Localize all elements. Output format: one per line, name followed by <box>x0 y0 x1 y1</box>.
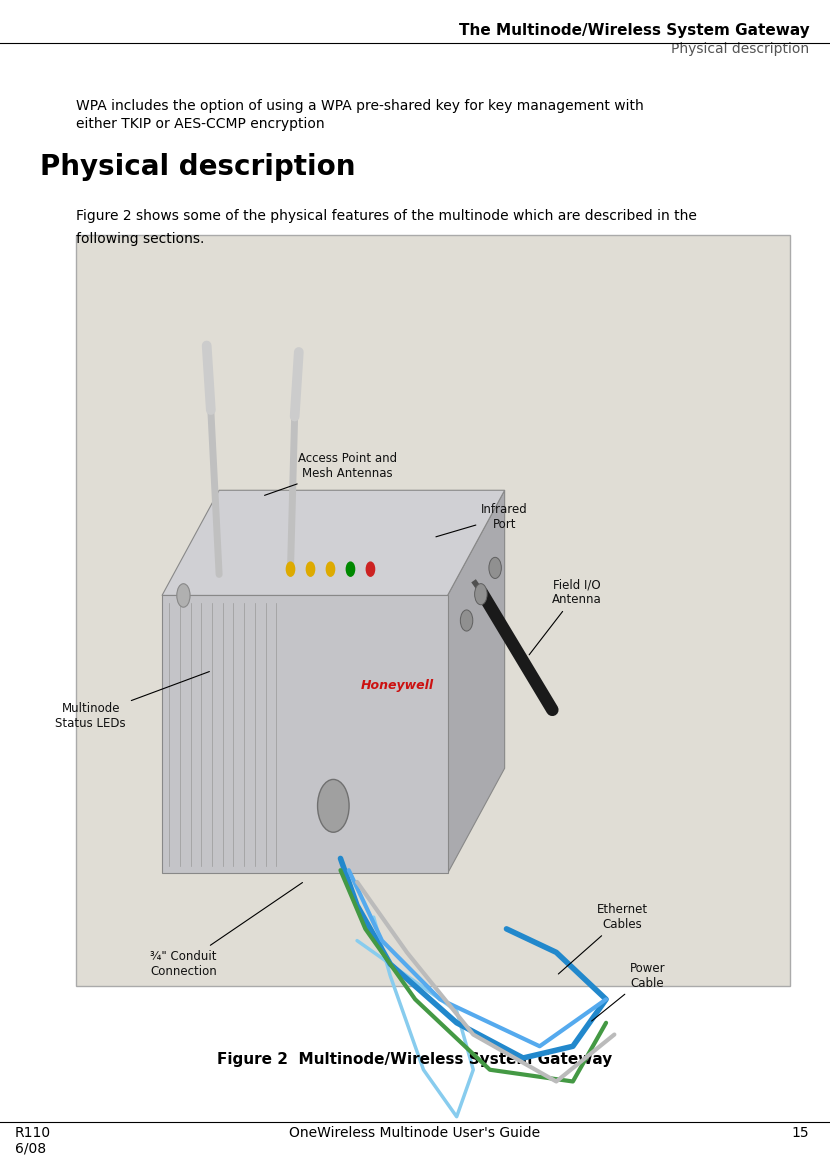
Text: Ethernet
Cables: Ethernet Cables <box>559 903 648 974</box>
Text: Figure 2  Multinode/Wireless System Gateway: Figure 2 Multinode/Wireless System Gatew… <box>217 1052 613 1067</box>
Text: Figure 2 shows some of the physical features of the multinode which are describe: Figure 2 shows some of the physical feat… <box>76 209 697 223</box>
Text: OneWireless Multinode User's Guide: OneWireless Multinode User's Guide <box>290 1126 540 1140</box>
Ellipse shape <box>366 562 374 576</box>
Text: Infrared
Port: Infrared Port <box>436 502 528 537</box>
Text: Power
Cable: Power Cable <box>592 962 666 1021</box>
Text: R110: R110 <box>15 1126 51 1140</box>
Ellipse shape <box>286 562 295 576</box>
Text: following sections.: following sections. <box>76 232 205 247</box>
Text: Physical description: Physical description <box>671 42 809 56</box>
FancyBboxPatch shape <box>76 235 790 986</box>
Ellipse shape <box>475 583 487 605</box>
Text: Multinode
Status LEDs: Multinode Status LEDs <box>56 672 209 730</box>
Text: Physical description: Physical description <box>40 153 355 181</box>
Ellipse shape <box>177 583 190 607</box>
Polygon shape <box>162 595 447 873</box>
Text: 15: 15 <box>792 1126 809 1140</box>
Ellipse shape <box>318 780 349 832</box>
Ellipse shape <box>346 562 354 576</box>
Text: Honeywell: Honeywell <box>361 679 434 693</box>
Ellipse shape <box>326 562 334 576</box>
Text: 6/08: 6/08 <box>15 1141 46 1155</box>
Ellipse shape <box>461 610 473 632</box>
Polygon shape <box>447 491 505 873</box>
Ellipse shape <box>306 562 315 576</box>
Text: WPA includes the option of using a WPA pre-shared key for key management with
ei: WPA includes the option of using a WPA p… <box>76 99 644 131</box>
Text: Field I/O
Antenna: Field I/O Antenna <box>530 579 602 655</box>
Text: Access Point and
Mesh Antennas: Access Point and Mesh Antennas <box>265 452 398 495</box>
Polygon shape <box>162 491 505 595</box>
Text: ¾" Conduit
Connection: ¾" Conduit Connection <box>150 883 302 978</box>
Ellipse shape <box>489 558 501 579</box>
Text: The Multinode/Wireless System Gateway: The Multinode/Wireless System Gateway <box>458 23 809 38</box>
